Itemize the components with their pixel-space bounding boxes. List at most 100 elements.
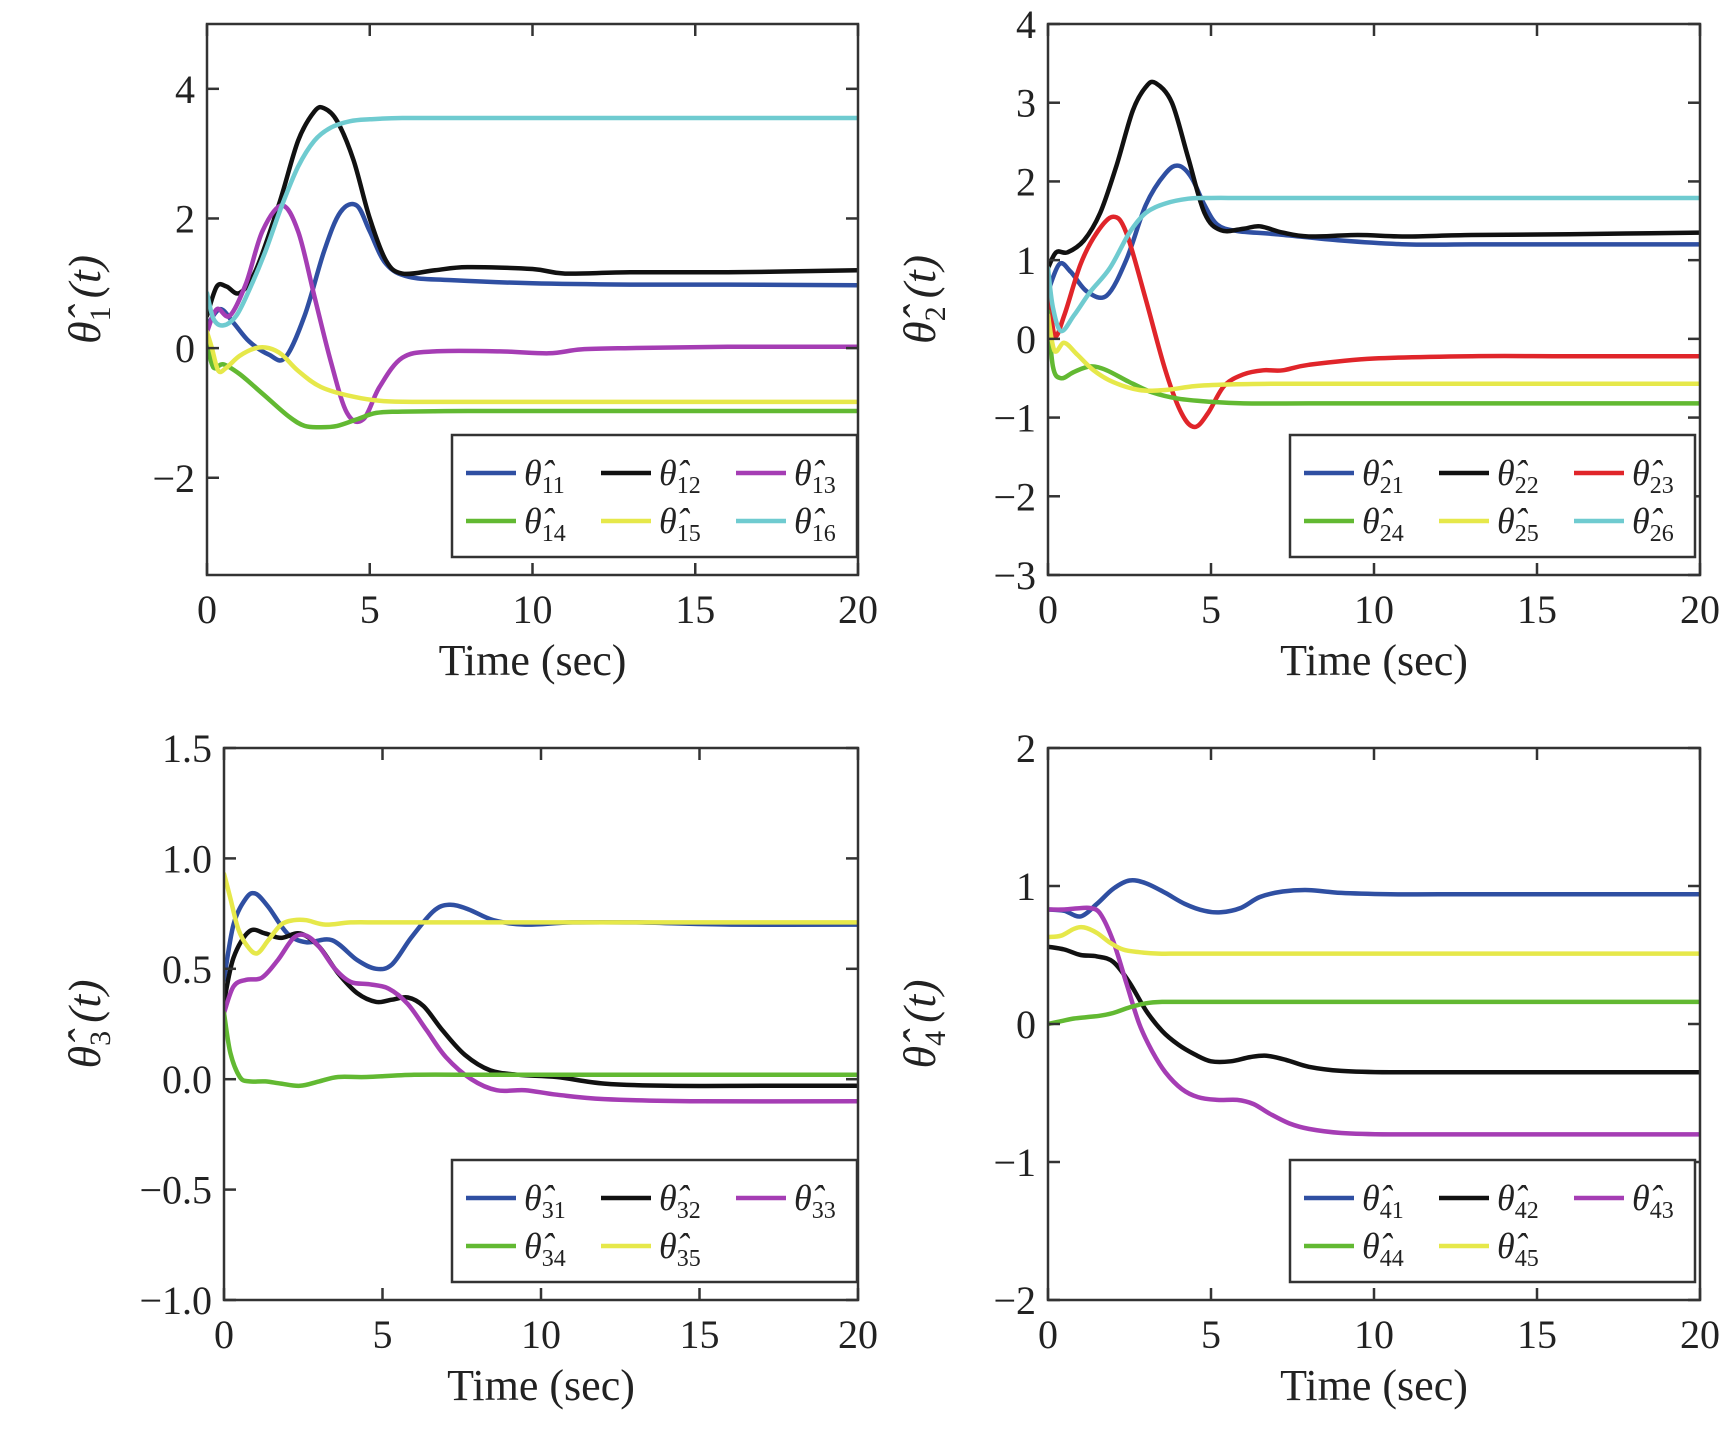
y-tick-label: 2 xyxy=(1016,159,1036,204)
legend-subscript: 31 xyxy=(542,1198,566,1224)
legend: θ̂41 θ̂42 θ̂43θ̂44 θ̂45 xyxy=(1288,1158,1697,1284)
y-tick-label: 1.0 xyxy=(162,836,212,881)
y-tick-label: 1.5 xyxy=(162,726,212,771)
y-tick-label: 0 xyxy=(1016,1002,1036,1047)
x-tick-label: 0 xyxy=(197,587,217,632)
series-line-43 xyxy=(1048,905,1700,1137)
series-line-42 xyxy=(1048,944,1700,1075)
legend-subscript: 43 xyxy=(1650,1198,1674,1224)
series-line-31 xyxy=(224,890,858,983)
legend-subscript: 23 xyxy=(1650,473,1674,499)
legend: θ̂11 θ̂12 θ̂13θ̂14 θ̂15 θ̂16 xyxy=(450,433,859,559)
x-axis-label: Time (sec) xyxy=(447,1361,635,1410)
y-axis-label-subscript: 4 xyxy=(919,1031,952,1046)
legend-subscript: 35 xyxy=(677,1246,701,1272)
legend-label-41: θ̂41 xyxy=(1362,1178,1404,1224)
x-tick-label: 5 xyxy=(360,587,380,632)
series-line-26 xyxy=(1048,195,1700,334)
legend-label-15: θ̂15 xyxy=(659,501,701,547)
legend-subscript: 16 xyxy=(812,521,836,547)
y-axis-label-subscript: 2 xyxy=(919,306,952,321)
legend: θ̂21 θ̂22 θ̂23θ̂24 θ̂25 θ̂26 xyxy=(1288,433,1697,559)
legend-box xyxy=(450,1158,859,1284)
y-axis-label-arg: (t) xyxy=(59,255,110,298)
series-line-15 xyxy=(207,329,858,405)
y-tick-label: 2 xyxy=(1016,726,1036,771)
y-tick-label: 0.0 xyxy=(162,1057,212,1102)
x-tick-label: 5 xyxy=(1201,1312,1221,1357)
series-line-23 xyxy=(1048,214,1700,430)
x-tick-label: 5 xyxy=(373,1312,393,1357)
legend-subscript: 45 xyxy=(1515,1246,1539,1272)
y-tick-label: 2 xyxy=(175,196,195,241)
y-axis-label-arg: (t) xyxy=(894,255,945,298)
x-tick-label: 20 xyxy=(838,1312,878,1357)
y-tick-label: 0 xyxy=(175,326,195,371)
y-axis-label-subscript: 3 xyxy=(84,1031,117,1046)
legend-subscript: 21 xyxy=(1380,473,1404,499)
y-tick-label: −1.0 xyxy=(139,1278,212,1323)
x-tick-label: 0 xyxy=(1038,1312,1058,1357)
legend-subscript: 32 xyxy=(677,1198,701,1224)
legend-label-24: θ̂24 xyxy=(1362,501,1404,547)
series-line-41 xyxy=(1048,878,1700,919)
y-tick-label: 4 xyxy=(175,67,195,112)
series-line-32 xyxy=(224,927,858,1089)
series-line-33 xyxy=(224,932,858,1104)
y-tick-label: 3 xyxy=(1016,81,1036,126)
legend-label-26: θ̂26 xyxy=(1632,501,1674,547)
legend-label-21: θ̂21 xyxy=(1362,453,1404,499)
x-tick-label: 20 xyxy=(1680,587,1720,632)
x-tick-label: 15 xyxy=(675,587,715,632)
x-tick-label: 5 xyxy=(1201,587,1221,632)
y-axis-label: θ̂2(t) xyxy=(894,255,952,344)
legend-subscript: 44 xyxy=(1380,1246,1404,1272)
x-tick-label: 10 xyxy=(1354,587,1394,632)
y-tick-label: 0.5 xyxy=(162,947,212,992)
legend-subscript: 34 xyxy=(542,1246,566,1272)
x-axis-label: Time (sec) xyxy=(439,636,627,685)
y-tick-label: 0 xyxy=(1016,317,1036,362)
legend-subscript: 33 xyxy=(812,1198,836,1224)
series-line-22 xyxy=(1048,79,1700,271)
legend-label-31: θ̂31 xyxy=(524,1178,566,1224)
y-axis-label: θ̂3(t) xyxy=(59,979,117,1068)
series-line-44 xyxy=(1048,999,1700,1027)
series-line-14 xyxy=(207,342,858,430)
legend-subscript: 22 xyxy=(1515,473,1539,499)
y-tick-label: 1 xyxy=(1016,864,1036,909)
x-tick-label: 20 xyxy=(838,587,878,632)
y-tick-label: −1 xyxy=(993,1140,1036,1185)
panel-3: 0 5 10 15 20 −1.0 −0.5 0.0 0.5 1.0 1.5 Time (sec) θ̂… xyxy=(59,726,878,1410)
y-axis-label-arg: (t) xyxy=(894,979,945,1022)
legend-subscript: 13 xyxy=(812,473,836,499)
legend-label-11: θ̂11 xyxy=(524,453,565,499)
legend-subscript: 41 xyxy=(1380,1198,1404,1224)
series-line-45 xyxy=(1048,924,1700,956)
series-line-16 xyxy=(207,115,858,328)
legend-box xyxy=(450,433,859,559)
x-axis-label: Time (sec) xyxy=(1280,1361,1468,1410)
legend-subscript: 42 xyxy=(1515,1198,1539,1224)
legend-box xyxy=(1288,433,1697,559)
x-tick-label: 20 xyxy=(1680,1312,1720,1357)
legend-subscript: 11 xyxy=(542,473,565,499)
legend-label-35: θ̂35 xyxy=(659,1226,701,1272)
x-tick-label: 10 xyxy=(513,587,553,632)
y-tick-label: −1 xyxy=(993,396,1036,441)
legend-subscript: 25 xyxy=(1515,521,1539,547)
x-tick-label: 10 xyxy=(1354,1312,1394,1357)
legend: θ̂31 θ̂32 θ̂33θ̂34 θ̂35 xyxy=(450,1158,859,1284)
y-tick-label: −0.5 xyxy=(139,1168,212,1213)
series-line-25 xyxy=(1048,312,1700,394)
y-tick-label: −2 xyxy=(993,474,1036,519)
x-tick-label: 10 xyxy=(521,1312,561,1357)
legend-box xyxy=(1288,1158,1697,1284)
series-line-34 xyxy=(224,1010,858,1089)
y-tick-label: −2 xyxy=(152,456,195,501)
legend-subscript: 26 xyxy=(1650,521,1674,547)
